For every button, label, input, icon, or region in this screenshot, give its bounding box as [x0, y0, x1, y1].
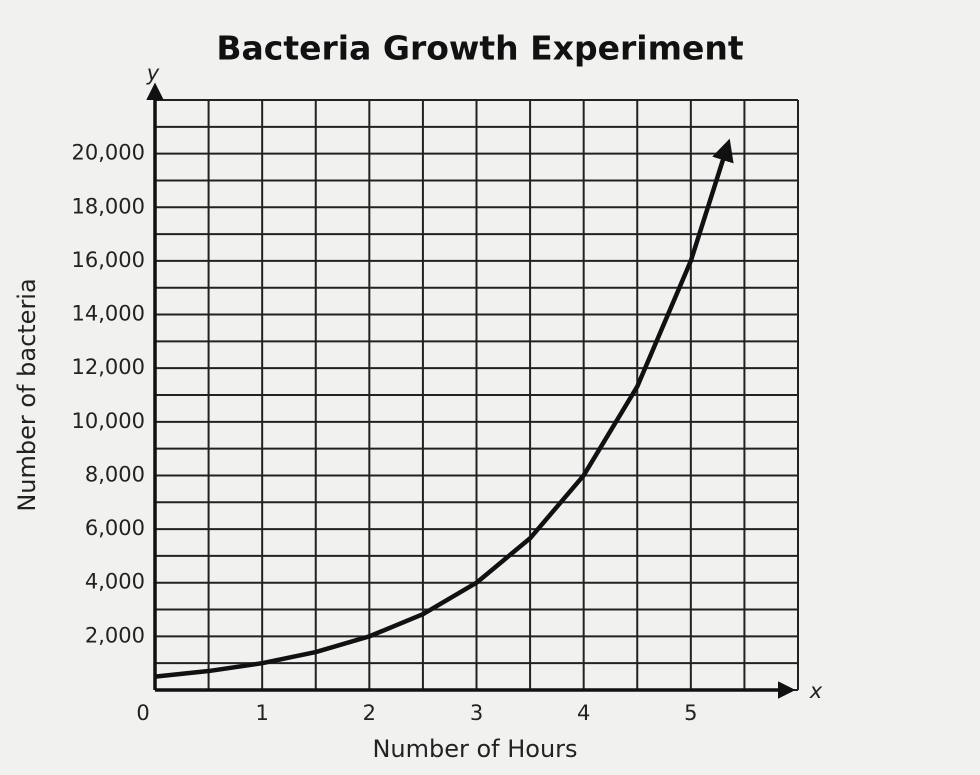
x-tick-label: 3	[470, 701, 483, 725]
y-tick-label: 8,000	[85, 462, 145, 486]
x-tick-label: 1	[255, 701, 268, 725]
x-axis-letter: x	[809, 679, 823, 703]
y-tick-label: 10,000	[72, 409, 145, 433]
y-tick-label: 16,000	[72, 248, 145, 272]
x-tick-label: 4	[577, 701, 590, 725]
x-axis-label: Number of Hours	[372, 735, 577, 763]
y-axis-label: Number of bacteria	[13, 278, 41, 511]
x-tick-label: 2	[363, 701, 376, 725]
y-tick-label: 18,000	[72, 194, 145, 218]
y-tick-label: 6,000	[85, 516, 145, 540]
y-tick-label: 14,000	[72, 302, 145, 326]
y-tick-label: 2,000	[85, 623, 145, 647]
chart-title: Bacteria Growth Experiment	[216, 29, 743, 68]
y-tick-label: 12,000	[72, 355, 145, 379]
data-line	[154, 138, 734, 679]
y-tick-label: 4,000	[85, 570, 145, 594]
y-tick-label: 20,000	[72, 141, 145, 165]
x-tick-label: 0	[136, 701, 149, 725]
x-tick-label: 5	[684, 701, 697, 725]
y-axis-letter: y	[146, 61, 160, 85]
